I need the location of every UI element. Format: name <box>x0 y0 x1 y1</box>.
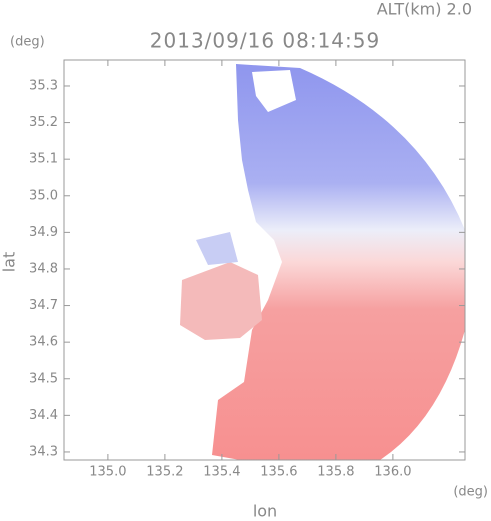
x-tick-label: 135.6 <box>260 465 297 480</box>
x-axis-label: lon <box>253 502 277 521</box>
x-unit-label: (deg) <box>453 485 488 500</box>
y-unit-label: (deg) <box>10 35 45 50</box>
radar-field <box>180 64 465 460</box>
x-tick-label: 135.2 <box>146 465 183 480</box>
y-tick-label: 34.9 <box>29 225 58 240</box>
axes <box>63 59 466 461</box>
y-tick-label: 34.3 <box>29 444 58 459</box>
y-tick-label: 34.7 <box>29 298 58 313</box>
y-tick-label: 34.8 <box>29 261 58 276</box>
x-tick-label: 136.0 <box>374 465 411 480</box>
y-tick-label: 35.2 <box>29 115 58 130</box>
x-tick-label: 135.0 <box>89 465 126 480</box>
y-tick-label: 34.5 <box>29 371 58 386</box>
y-tick-label: 35.1 <box>29 152 58 167</box>
y-axis-label: lat <box>0 252 19 273</box>
plot-frame <box>63 59 466 461</box>
x-tick-label: 135.4 <box>203 465 240 480</box>
altitude-label: ALT(km) 2.0 <box>377 0 472 19</box>
y-tick-label: 34.4 <box>29 408 58 423</box>
chart-title: 2013/09/16 08:14:59 <box>150 29 380 53</box>
y-tick-label: 35.0 <box>29 188 58 203</box>
x-tick-label: 135.8 <box>317 465 354 480</box>
y-tick-label: 35.3 <box>29 78 58 93</box>
y-tick-label: 34.6 <box>29 335 58 350</box>
